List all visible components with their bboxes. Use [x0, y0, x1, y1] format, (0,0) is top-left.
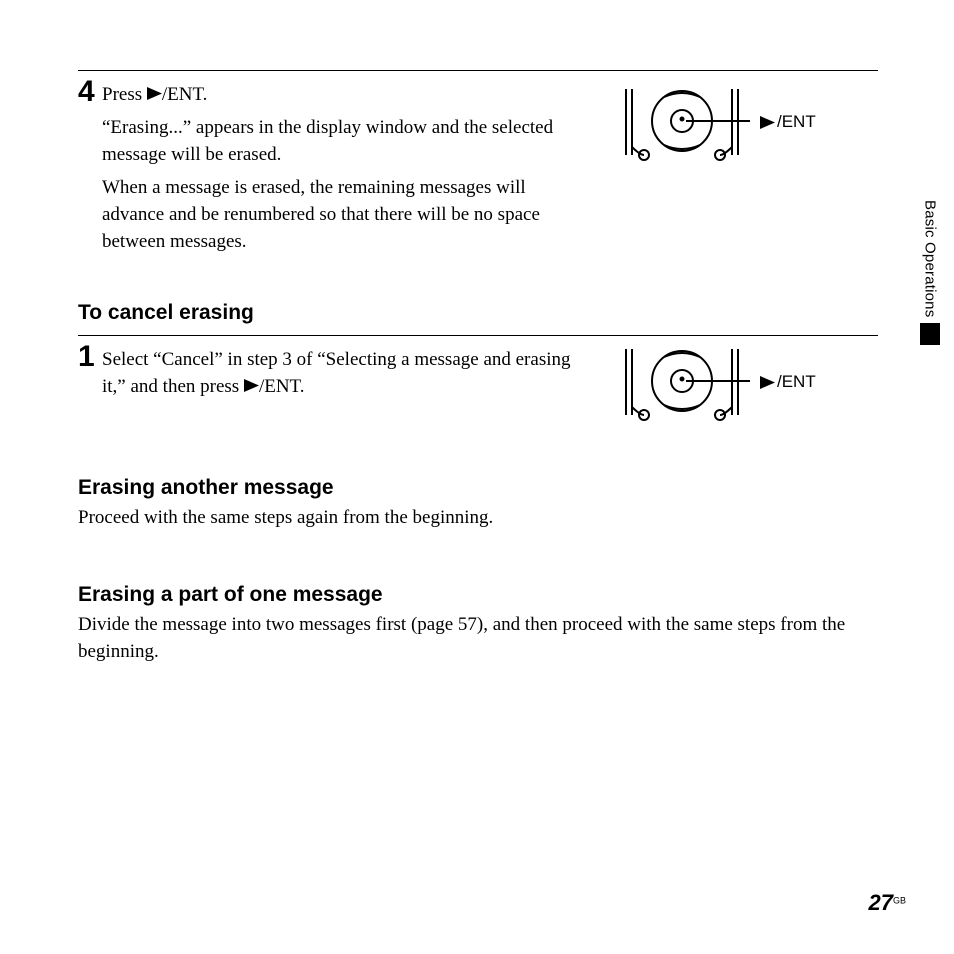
play-icon — [147, 87, 162, 100]
content-area: 4 Press /ENT. “Erasing...” appears in th… — [78, 70, 878, 665]
part-heading: Erasing a part of one message — [78, 583, 878, 607]
side-tab: Basic Operations — [920, 200, 940, 345]
top-rule — [78, 70, 878, 71]
play-icon — [244, 379, 259, 392]
another-heading: Erasing another message — [78, 476, 878, 500]
play-icon — [760, 376, 775, 389]
side-tab-label: Basic Operations — [922, 200, 939, 317]
page-number-suffix: GB — [893, 896, 906, 906]
cancel-text: Select “Cancel” in step 3 of “Selecting … — [102, 342, 582, 406]
cancel-heading: To cancel erasing — [78, 301, 878, 325]
button-diagram-2 — [620, 345, 750, 425]
diagram-1-text: /ENT — [777, 112, 816, 132]
cancel-pre: Select “Cancel” in step 3 of “Selecting … — [102, 349, 571, 397]
step-4: 4 Press /ENT. “Erasing...” appears in th… — [78, 77, 878, 261]
another-body: Proceed with the same steps again from t… — [78, 504, 878, 531]
page-number-value: 27 — [869, 890, 893, 915]
page-number: 27GB — [869, 890, 907, 916]
diagram-2-text: /ENT — [777, 372, 816, 392]
step-4-line1: Press /ENT. — [102, 81, 582, 108]
cancel-para: Select “Cancel” in step 3 of “Selecting … — [102, 346, 582, 400]
step4-post: /ENT. — [162, 84, 208, 105]
step-4-text: Press /ENT. “Erasing...” appears in the … — [102, 77, 582, 261]
part-body: Divide the message into two messages fir… — [78, 611, 878, 665]
step-number: 1 — [78, 342, 102, 372]
step4-pre: Press — [102, 84, 147, 105]
step-4-para1: “Erasing...” appears in the display wind… — [102, 114, 582, 168]
cancel-post: /ENT. — [259, 376, 305, 397]
manual-page: 4 Press /ENT. “Erasing...” appears in th… — [0, 0, 954, 954]
step-4-para2: When a message is erased, the remaining … — [102, 174, 582, 255]
diagram-svg — [620, 85, 750, 165]
cancel-rule — [78, 335, 878, 336]
diagram-svg — [620, 345, 750, 425]
step-1-cancel: 1 Select “Cancel” in step 3 of “Selectin… — [78, 342, 878, 406]
diagram-1-label: /ENT — [760, 112, 816, 132]
diagram-2-label: /ENT — [760, 372, 816, 392]
button-diagram-1 — [620, 85, 750, 165]
step-number: 4 — [78, 77, 102, 107]
play-icon — [760, 116, 775, 129]
side-tab-marker — [920, 323, 940, 345]
